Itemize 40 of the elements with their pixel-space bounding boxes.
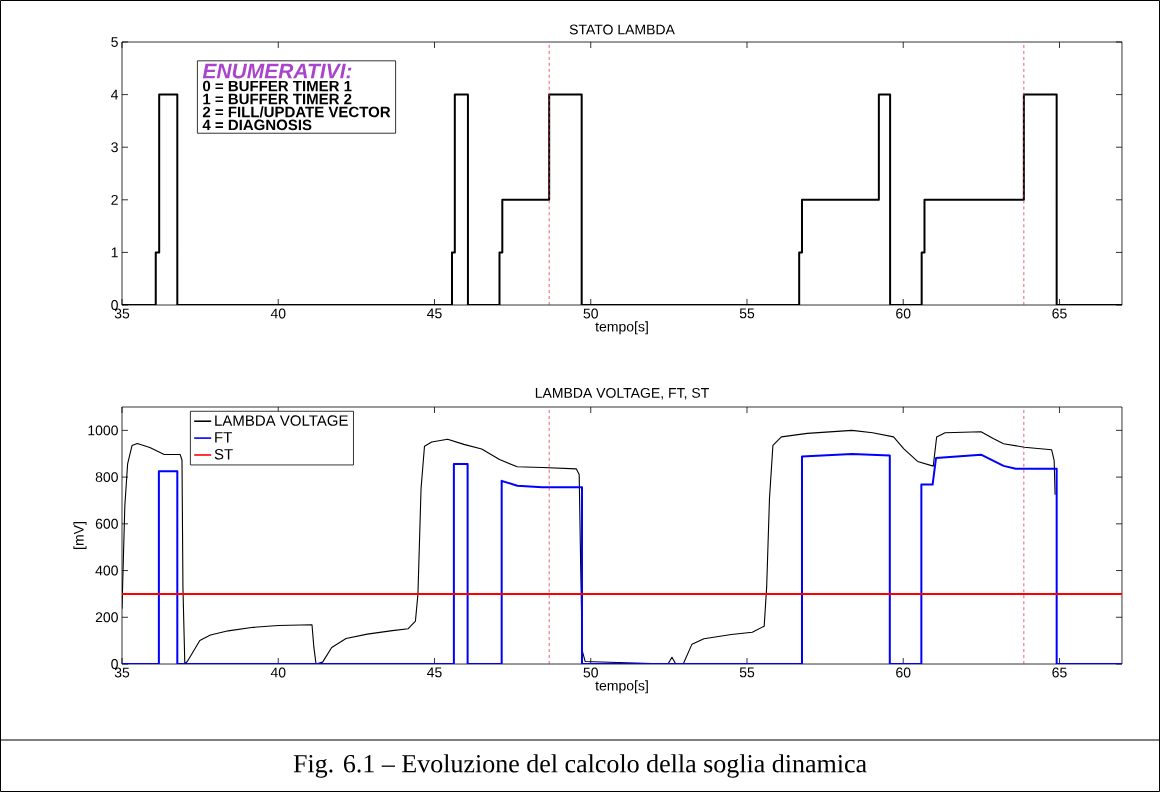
annotation: 1 = BUFFER TIMER 2 <box>203 93 352 105</box>
x-axis-title: tempo[s] <box>595 680 648 694</box>
annotation: 2 = FILL/UPDATE VECTOR <box>202 106 391 118</box>
y-tick-label: 1 <box>111 247 118 258</box>
chart-title: STATO LAMBDA <box>569 24 675 35</box>
y-tick-label: 800 <box>95 472 118 483</box>
caption: Fig. 6.1 – Evoluzione del calcolo della soglia dinamica <box>293 754 867 778</box>
y-tick-label: 0 <box>111 300 118 310</box>
y-tick-label: 3 <box>111 142 118 153</box>
x-tick-label: 60 <box>896 308 911 319</box>
annotation: 0 = BUFFER TIMER 1 <box>202 80 352 92</box>
y-tick-label: 5 <box>111 37 118 47</box>
annotation: ENUMERATIVI: <box>202 63 352 79</box>
x-axis-title: tempo[s] <box>595 321 648 335</box>
x-tick-label: 35 <box>114 308 130 319</box>
y-tick-label: 1000 <box>88 425 118 436</box>
x-tick-label: 60 <box>896 667 911 678</box>
y-tick-label: 400 <box>95 565 118 576</box>
annotation: 4 = DIAGNOSIS <box>202 119 312 131</box>
x-tick-label: 40 <box>270 667 286 678</box>
x-tick-label: 55 <box>739 308 755 319</box>
y-axis-title: [mV] <box>73 522 87 549</box>
x-tick-label: 55 <box>739 667 755 678</box>
x-tick-label: 45 <box>427 308 442 319</box>
x-tick-label: 50 <box>583 308 598 319</box>
legend-label: LAMBDA VOLTAGE <box>215 415 348 426</box>
y-tick-label: 0 <box>111 659 118 669</box>
legend-label: ST <box>214 449 233 460</box>
chart-title: LAMBDA VOLTAGE, FT, ST <box>535 387 709 400</box>
y-tick-label: 2 <box>111 194 118 205</box>
y-tick-label: 200 <box>95 612 118 623</box>
x-tick-label: 65 <box>1052 308 1067 319</box>
x-tick-label: 45 <box>427 667 442 678</box>
y-tick-label: 600 <box>95 518 118 529</box>
x-tick-label: 40 <box>270 308 286 319</box>
x-tick-label: 50 <box>583 667 598 678</box>
y-tick-label: 4 <box>111 89 119 100</box>
x-tick-label: 65 <box>1052 667 1067 678</box>
x-tick-label: 35 <box>114 667 130 678</box>
legend-label: FT <box>215 432 232 443</box>
